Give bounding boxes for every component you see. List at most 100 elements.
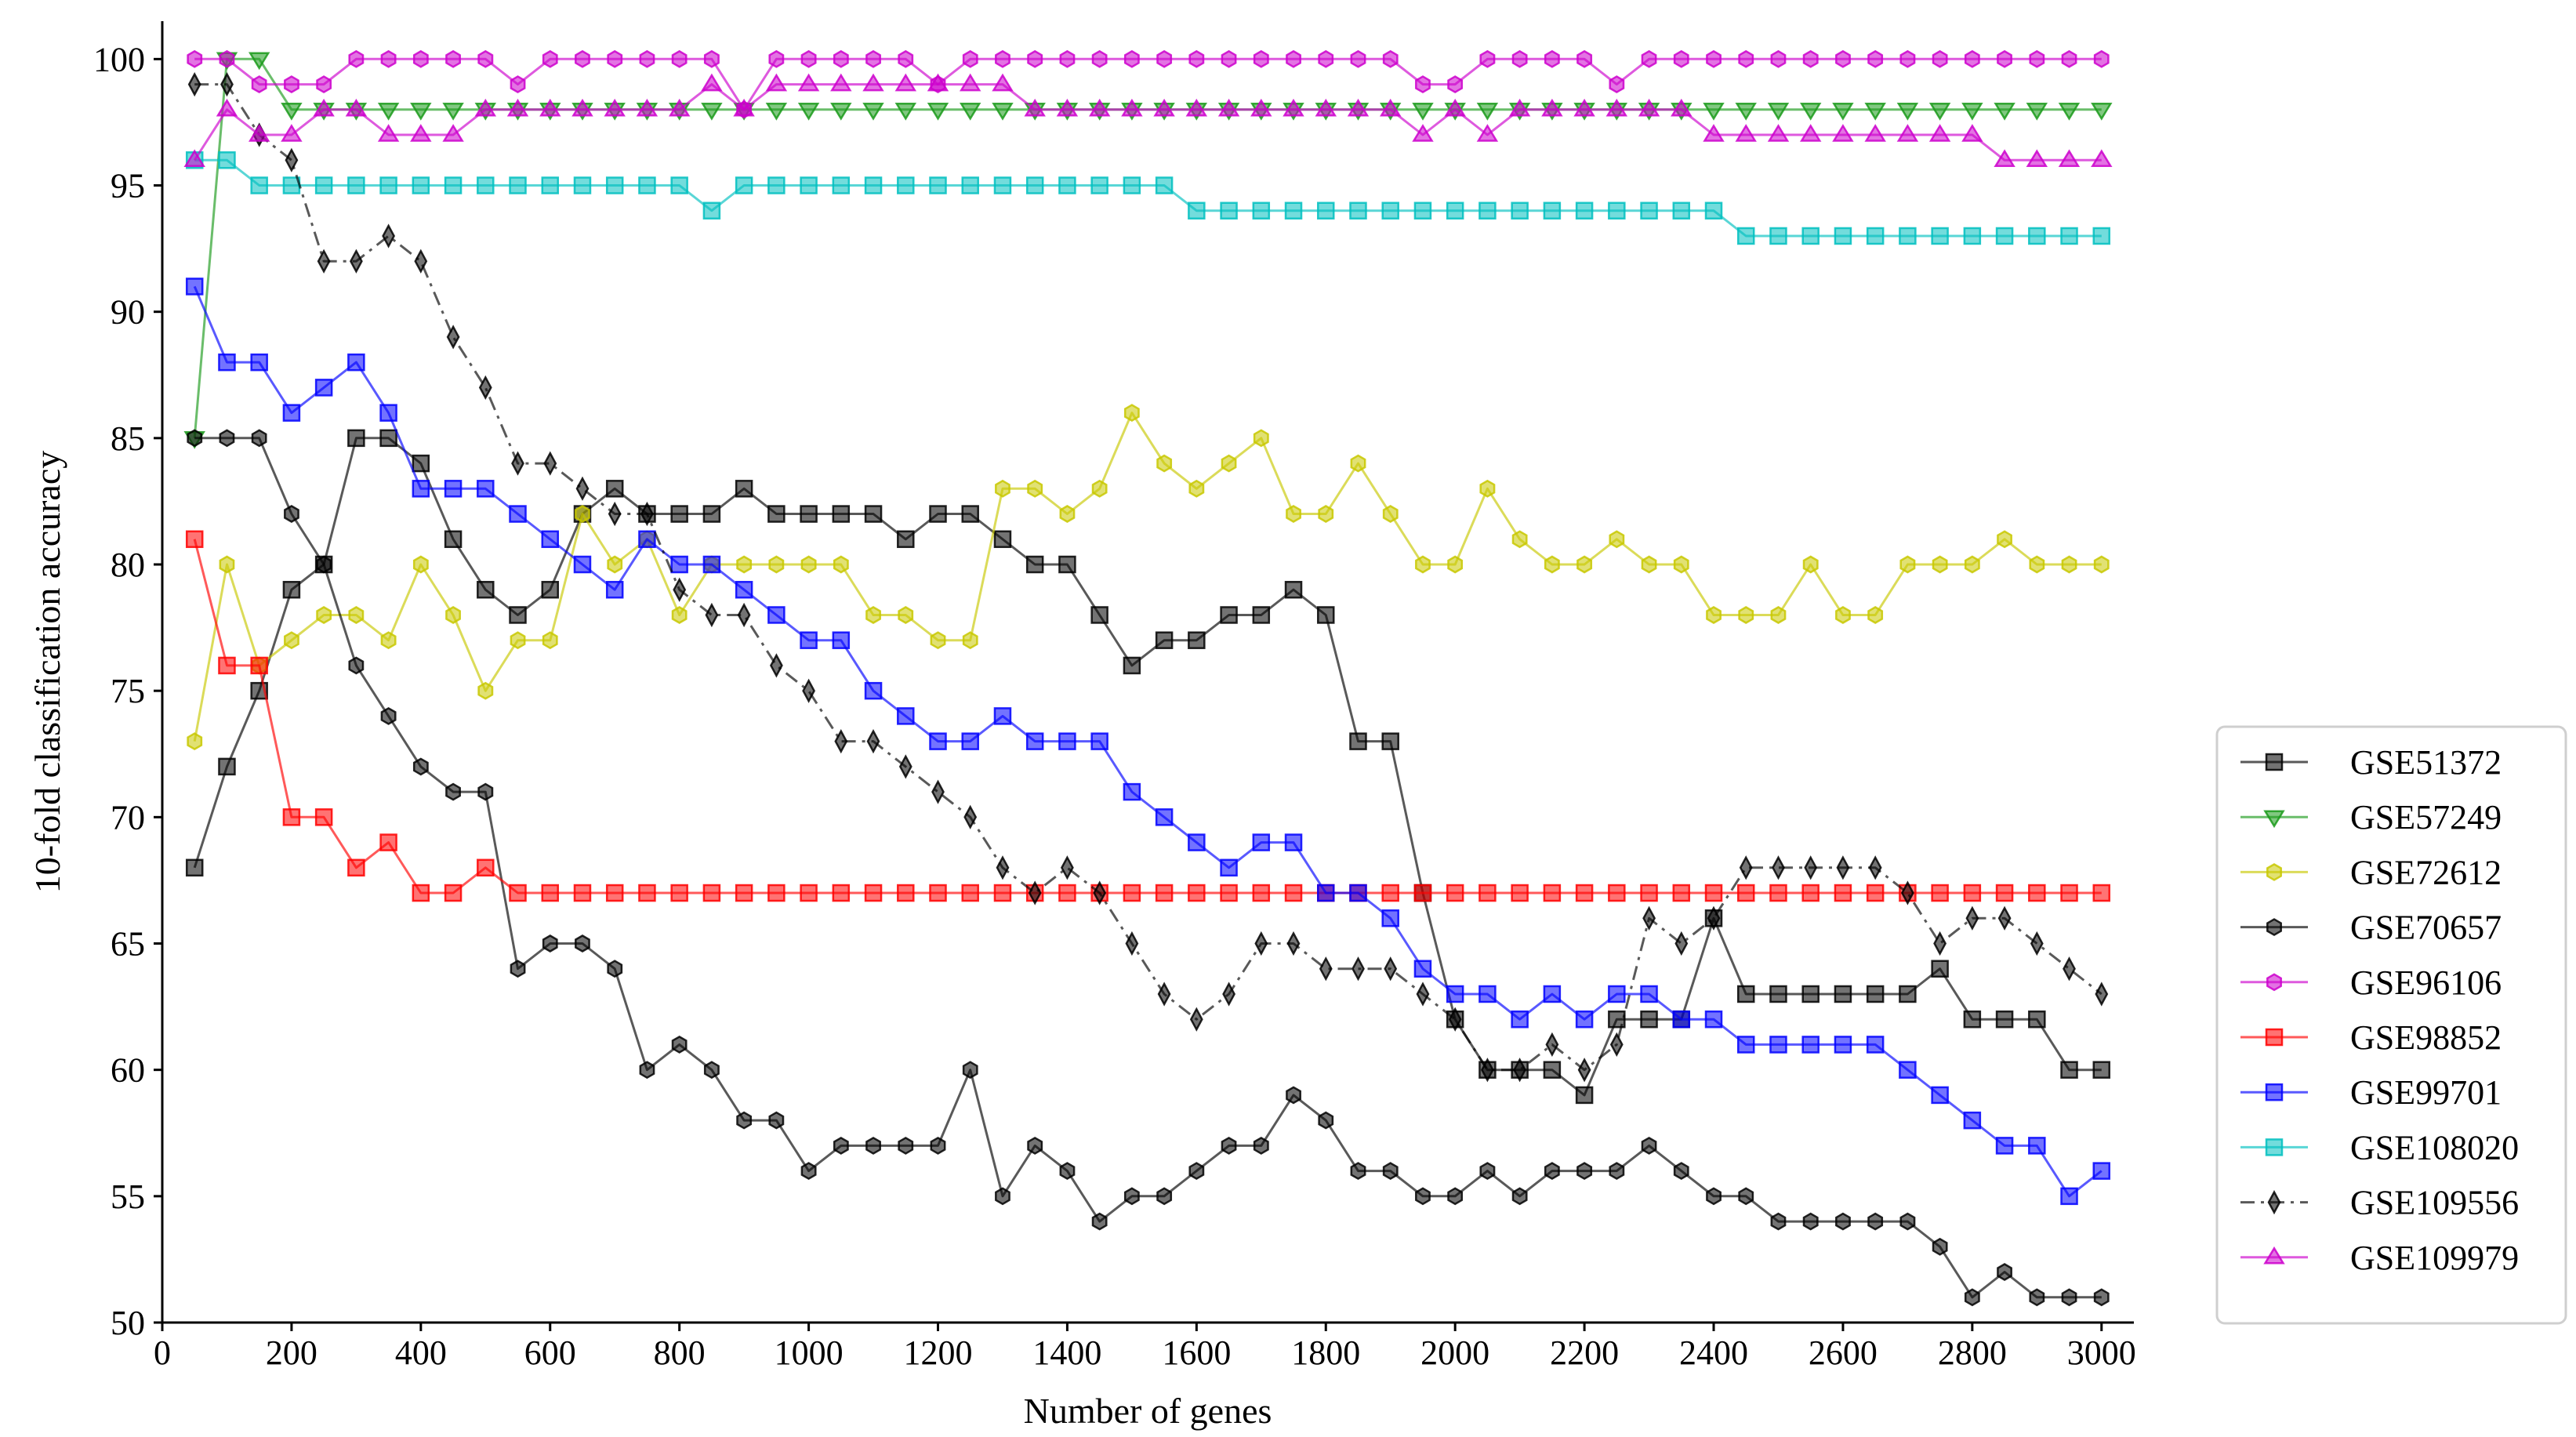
data-point	[995, 49, 1010, 68]
data-point	[187, 49, 203, 68]
legend-entry: GSE51372	[2240, 743, 2502, 782]
data-point	[1413, 201, 1432, 220]
data-point	[2060, 1187, 2078, 1206]
data-point	[187, 429, 203, 448]
data-point	[1220, 201, 1238, 220]
x-tick-label: 3000	[2067, 1334, 2136, 1372]
data-point	[1252, 201, 1271, 220]
data-point	[1155, 808, 1174, 826]
data-point	[1832, 124, 1854, 142]
data-point	[1153, 98, 1175, 117]
data-point	[1576, 49, 1593, 68]
data-point	[2091, 149, 2113, 168]
data-point	[959, 73, 981, 92]
data-point	[1091, 49, 1108, 68]
x-tick-label: 400	[395, 1334, 447, 1372]
data-point	[1963, 884, 1982, 902]
data-point	[1093, 880, 1107, 905]
data-point	[1511, 1187, 1528, 1206]
data-point	[1608, 884, 1626, 902]
data-point	[1317, 884, 1335, 902]
data-point	[767, 884, 785, 902]
data-point	[1738, 1187, 1754, 1206]
data-point	[379, 176, 397, 194]
data-point	[412, 454, 430, 473]
data-point	[897, 884, 915, 902]
data-point	[735, 480, 753, 498]
legend-entry: GSE98852	[2240, 1018, 2502, 1057]
data-point	[1479, 1162, 1496, 1181]
data-point	[284, 75, 299, 94]
data-point	[1834, 227, 1852, 245]
data-point	[639, 1061, 655, 1080]
data-point	[1123, 884, 1141, 902]
data-point	[1770, 49, 1787, 68]
data-point	[1961, 103, 1983, 121]
data-point	[1995, 1137, 2014, 1155]
data-point	[1478, 201, 1497, 220]
data-point	[410, 124, 432, 142]
data-point	[412, 176, 430, 194]
legend-label: GSE96106	[2350, 963, 2502, 1002]
data-point	[767, 505, 785, 523]
legend-frame	[2215, 725, 2567, 1325]
data-point	[1448, 1007, 1462, 1032]
data-point	[898, 1136, 914, 1155]
data-point	[894, 103, 917, 121]
data-point	[1928, 103, 1951, 121]
data-point	[1997, 530, 2012, 549]
data-point	[1799, 103, 1822, 121]
data-point	[1123, 782, 1141, 801]
data-point	[1672, 201, 1691, 220]
data-point	[412, 555, 429, 574]
data-point	[1381, 909, 1399, 927]
data-point	[379, 429, 397, 448]
data-point	[2061, 49, 2077, 68]
legend-marker	[2265, 753, 2284, 771]
data-point	[833, 49, 849, 68]
series-GSE99701	[185, 278, 2111, 1206]
data-point	[1671, 98, 1693, 117]
data-point	[832, 176, 851, 194]
data-point	[1284, 833, 1303, 851]
data-point	[2092, 884, 2111, 902]
data-point	[412, 49, 429, 68]
data-point	[1834, 884, 1852, 902]
data-point	[866, 728, 880, 754]
data-point	[1379, 98, 1402, 117]
data-point	[218, 353, 236, 372]
data-point	[832, 631, 851, 649]
series-GSE51372	[185, 429, 2111, 1105]
data-point	[474, 98, 497, 117]
data-point	[1511, 1010, 1529, 1029]
data-point	[185, 530, 204, 549]
data-point	[1088, 98, 1111, 117]
data-point	[1478, 985, 1497, 1003]
data-point	[1836, 855, 1850, 880]
data-point	[377, 124, 400, 142]
data-point	[284, 631, 299, 650]
data-point	[248, 52, 270, 71]
data-point	[1769, 1036, 1787, 1054]
data-point	[1673, 555, 1689, 574]
data-point	[2028, 1010, 2046, 1029]
data-point	[1736, 1036, 1755, 1054]
data-point	[1735, 124, 1757, 142]
series-GSE109979	[183, 73, 2113, 168]
data-point	[1480, 1058, 1494, 1083]
data-point	[702, 884, 721, 902]
data-point	[1479, 479, 1496, 498]
data-point	[927, 73, 949, 92]
data-point	[1801, 884, 1820, 902]
data-point	[898, 606, 914, 624]
data-point	[1025, 176, 1044, 194]
data-point	[281, 124, 303, 142]
legend-marker	[2265, 1138, 2284, 1156]
series-line	[194, 57, 2102, 111]
data-point	[1059, 505, 1076, 523]
data-point	[993, 707, 1012, 725]
data-point	[961, 732, 979, 750]
data-point	[1253, 49, 1269, 68]
legend-entry: GSE70657	[2240, 909, 2502, 947]
data-point	[1090, 606, 1108, 624]
